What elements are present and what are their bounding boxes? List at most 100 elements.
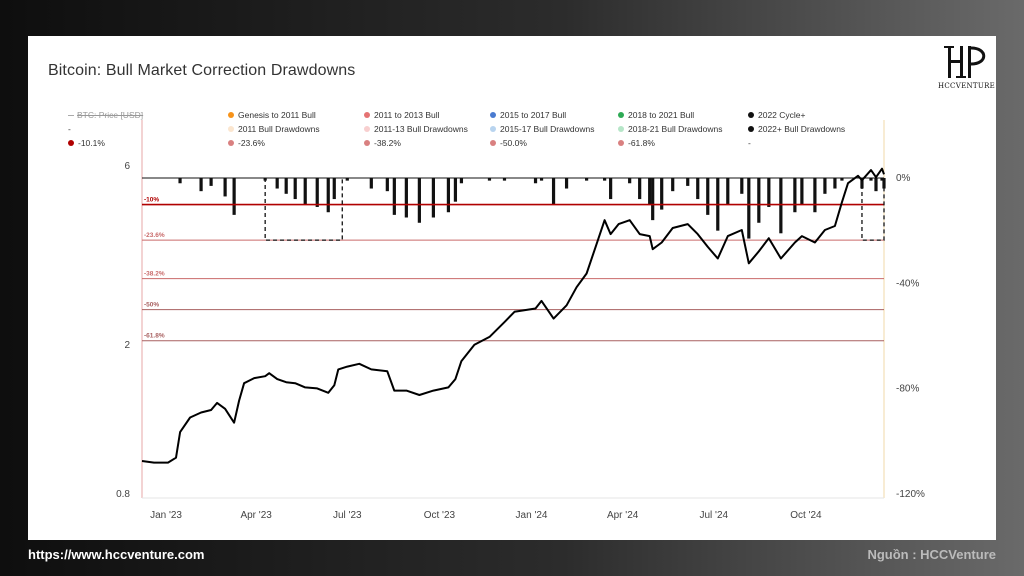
legend-item[interactable]: 2011-13 Bull Drawdowns xyxy=(364,124,468,134)
drawdown-bar xyxy=(860,178,864,189)
legend-label: 2018-21 Bull Drawdowns xyxy=(628,124,723,134)
legend-swatch xyxy=(618,112,624,118)
right-axis-tick-label: -40% xyxy=(896,278,919,289)
legend-item[interactable]: BTC: Price [USD] xyxy=(68,110,143,120)
legend-label: 2011 Bull Drawdowns xyxy=(238,124,320,134)
drawdown-bar xyxy=(332,178,336,200)
right-axis-tick-label: -80% xyxy=(896,384,919,395)
drawdown-bar xyxy=(740,178,744,194)
legend-label: 2015-17 Bull Drawdowns xyxy=(500,124,595,134)
drawdown-bar xyxy=(696,178,700,200)
legend-item[interactable]: -50.0% xyxy=(490,138,527,148)
drawdown-bar xyxy=(603,178,607,181)
drawdown-bar xyxy=(726,178,730,205)
legend-item[interactable]: -38.2% xyxy=(364,138,401,148)
drawdown-bar xyxy=(232,178,236,215)
drawdown-bar xyxy=(609,178,613,200)
legend-label: - xyxy=(748,138,751,148)
legend-item[interactable]: -10.1% xyxy=(68,138,105,148)
legend-item[interactable]: - xyxy=(68,124,71,134)
legend-swatch xyxy=(68,114,74,116)
drawdown-bar xyxy=(869,178,873,181)
drawdown-level-label: -38.2% xyxy=(144,271,165,278)
drawdown-bar xyxy=(453,178,458,202)
x-axis-tick-label: Oct '23 xyxy=(424,510,456,521)
drawdown-bar xyxy=(840,178,844,181)
legend-item[interactable]: -61.8% xyxy=(618,138,655,148)
drawdown-bar xyxy=(199,178,203,192)
legend-label: -10.1% xyxy=(78,138,105,148)
logo-text: HCCVENTURE xyxy=(938,82,996,90)
legend-item[interactable]: -23.6% xyxy=(228,138,265,148)
chart-card: Bitcoin: Bull Market Correction Drawdown… xyxy=(28,36,996,540)
right-axis-tick-label: 0% xyxy=(896,173,911,184)
legend-label: - xyxy=(68,124,71,134)
drawdown-bar xyxy=(686,178,690,186)
legend-item[interactable]: 2018 to 2021 Bull xyxy=(618,110,694,120)
right-axis-tick-label: -120% xyxy=(896,489,925,500)
x-axis-tick-label: Jan '23 xyxy=(150,510,182,521)
legend-item[interactable]: 2015-17 Bull Drawdowns xyxy=(490,124,595,134)
drawdown-level-label: -61.8% xyxy=(144,333,165,340)
legend-swatch xyxy=(228,126,234,132)
hccventure-logo-mark xyxy=(944,46,986,78)
legend-item[interactable]: - xyxy=(748,138,751,148)
legend-swatch xyxy=(748,126,754,132)
legend-label: 2022+ Bull Drawdowns xyxy=(758,124,846,134)
drawdown-bar xyxy=(551,178,556,205)
drawdown-bar xyxy=(487,178,492,181)
drawdown-bar xyxy=(638,178,642,200)
drawdown-bar xyxy=(747,178,751,239)
drawdown-bar xyxy=(326,178,330,213)
legend-label: 2011-13 Bull Drawdowns xyxy=(374,124,468,134)
legend-label: 2011 to 2013 Bull xyxy=(374,110,440,120)
drawdown-level-label: -23.6% xyxy=(144,232,165,239)
drawdown-bar xyxy=(628,178,632,184)
drawdown-bar xyxy=(671,178,675,192)
drawdown-bar xyxy=(385,178,389,192)
drawdown-bar xyxy=(369,178,373,189)
legend-item[interactable]: 2022+ Bull Drawdowns xyxy=(748,124,845,134)
legend-swatch xyxy=(228,140,234,146)
x-axis-tick-label: Oct '24 xyxy=(790,510,822,521)
legend-swatch xyxy=(490,112,496,118)
legend-swatch xyxy=(490,140,496,146)
legend-label: -61.8% xyxy=(628,138,655,148)
legend-swatch xyxy=(364,140,370,146)
drawdown-bar xyxy=(833,178,837,189)
legend-item[interactable]: 2011 Bull Drawdowns xyxy=(228,124,320,134)
legend-swatch xyxy=(228,112,234,118)
legend-item[interactable]: 2015 to 2017 Bull xyxy=(490,110,566,120)
drawdown-bar xyxy=(800,178,804,205)
drawdown-bar xyxy=(209,178,213,186)
drawdown-box xyxy=(264,178,343,241)
drawdown-bar xyxy=(706,178,710,215)
x-axis-tick-label: Jan '24 xyxy=(516,510,548,521)
drawdown-bar xyxy=(779,178,783,234)
drawdown-level-label: -10% xyxy=(144,197,159,204)
legend-swatch xyxy=(618,140,624,146)
drawdown-bar xyxy=(303,178,307,205)
drawdown-bar xyxy=(293,178,297,200)
drawdown-bar xyxy=(564,178,569,189)
drawdown-bar xyxy=(539,178,544,181)
x-axis-tick-label: Jul '24 xyxy=(699,510,728,521)
legend-item[interactable]: 2018-21 Bull Drawdowns xyxy=(618,124,723,134)
drawdown-bar xyxy=(417,178,421,223)
legend-label: 2022 Cycle+ xyxy=(758,110,806,120)
drawdown-bar xyxy=(178,178,182,184)
drawdown-bar xyxy=(880,178,884,181)
legend-item[interactable]: 2011 to 2013 Bull xyxy=(364,110,440,120)
legend-swatch xyxy=(364,112,370,118)
legend-item[interactable]: 2022 Cycle+ xyxy=(748,110,806,120)
legend-swatch xyxy=(618,126,624,132)
drawdown-bar xyxy=(584,178,589,181)
drawdown-bar xyxy=(284,178,288,194)
legend-label: BTC: Price [USD] xyxy=(77,110,144,120)
drawdown-bar xyxy=(651,178,655,221)
left-axis-tick-label: 2 xyxy=(124,340,130,351)
drawdown-bar xyxy=(502,178,507,181)
legend-item[interactable]: Genesis to 2011 Bull xyxy=(228,110,316,120)
footer-source: Nguồn : HCCVenture xyxy=(867,547,996,562)
